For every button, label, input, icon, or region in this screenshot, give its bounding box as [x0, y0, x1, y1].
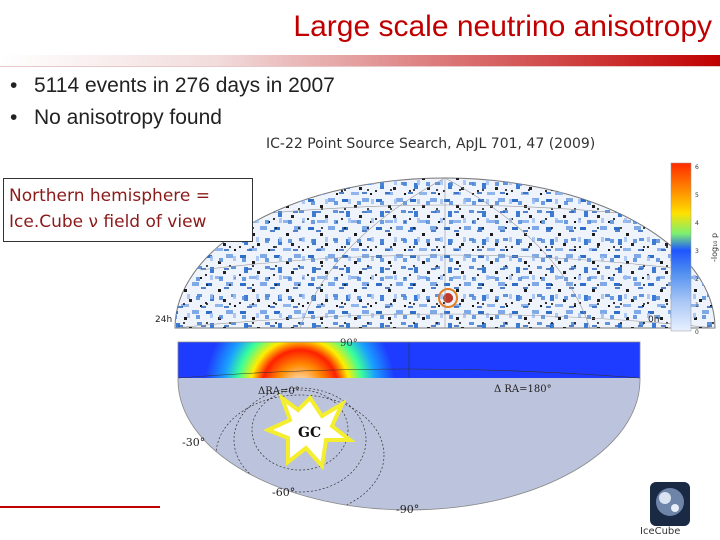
ra-180-label: Δ RA=180° [494, 384, 552, 395]
slide-title: Large scale neutrino anisotropy [293, 10, 712, 43]
ra-0-label: ΔRA=0° [258, 386, 300, 397]
title-underline [0, 55, 720, 67]
colorbar-tick: 4 [695, 220, 699, 227]
bullet-dot: • [10, 106, 18, 129]
colorbar-tick: 6 [695, 164, 699, 171]
colorbar-tick: 3 [695, 248, 699, 255]
bullet-item: • 5114 events in 276 days in 2007 [10, 72, 335, 104]
callout-line: Ice.Cube ν field of view [9, 212, 207, 232]
icecube-logo [650, 482, 690, 526]
ra-axis-left-label: 24h [155, 315, 172, 325]
colorbar-tick: 5 [695, 192, 699, 199]
fov-callout: Northern hemisphere = Ice.Cube ν field o… [3, 178, 253, 242]
title-underline-thin [0, 66, 720, 67]
bullet-text: 5114 events in 276 days in 2007 [34, 74, 335, 97]
logo-text: IceCube [640, 526, 681, 537]
colorbar-tick: 1 [695, 302, 699, 309]
ra-axis-right-label: 0h [648, 315, 659, 325]
bullet-list: • 5114 events in 276 days in 2007 • No ani… [10, 72, 335, 136]
footer-line [0, 506, 160, 508]
bullet-text: No anisotropy found [34, 106, 222, 129]
bullet-dot: • [10, 74, 18, 97]
dec-minus90-label: -90° [396, 503, 419, 516]
gc-label: GC [298, 425, 321, 441]
colorbar-tick: 0 [695, 329, 699, 336]
lower-anisotropy-map [177, 341, 641, 511]
galactic-center-burst: GC [262, 392, 356, 471]
dec-minus30-label: -30° [182, 436, 205, 449]
figure-caption: IC-22 Point Source Search, ApJL 701, 47 … [266, 136, 596, 152]
colorbar-label: -log₁₀ p [710, 233, 719, 262]
callout-line: Northern hemisphere = [9, 186, 210, 206]
dec-90-label: 90° [340, 338, 358, 349]
dec-minus60-label: -60° [272, 486, 295, 499]
colorbar-tick: 2 [695, 276, 699, 283]
colorbar: 6 5 4 3 2 1 0 -log₁₀ p [670, 162, 719, 336]
bullet-item: • No anisotropy found [10, 104, 335, 136]
